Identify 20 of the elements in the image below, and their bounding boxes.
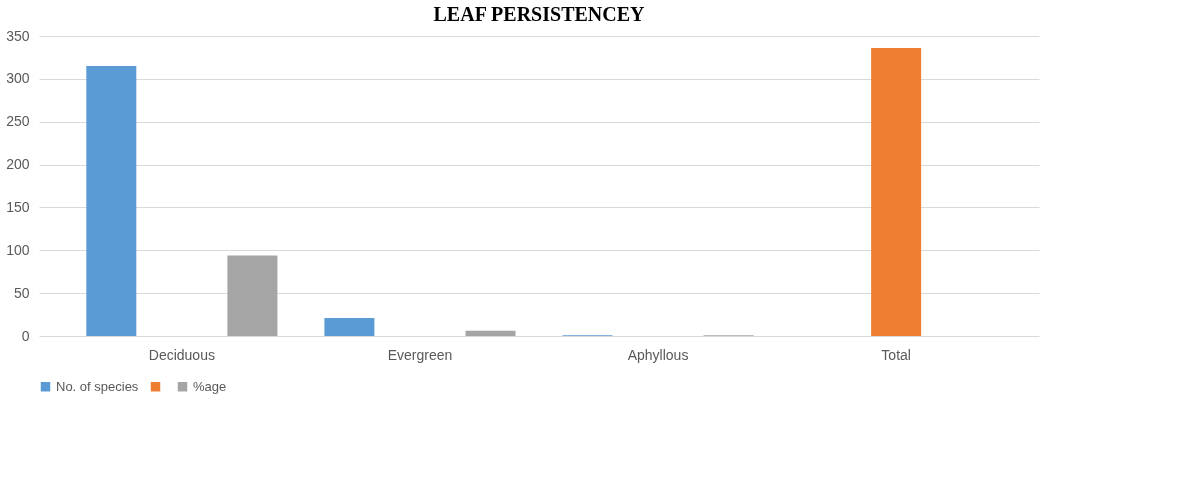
y-tick-label: 200 <box>6 156 30 173</box>
y-tick-label: 250 <box>6 113 30 130</box>
legend-label: No. of species <box>56 378 139 394</box>
y-tick-label: 0 <box>21 327 30 344</box>
bar <box>465 330 516 336</box>
bar <box>871 48 922 336</box>
y-tick-label: 150 <box>6 198 30 215</box>
x-tick-label: Aphyllous <box>627 346 689 363</box>
y-tick-label: 300 <box>6 70 30 87</box>
x-tick-label: Evergreen <box>387 346 453 363</box>
y-tick-label: 100 <box>6 241 30 258</box>
chart-title: LEAF PERSISTENCEY <box>433 3 646 25</box>
bar <box>86 66 137 336</box>
y-tick-label: 350 <box>6 27 30 44</box>
x-tick-label: Deciduous <box>148 346 215 363</box>
bar <box>324 318 375 336</box>
legend-label: %age <box>193 378 227 394</box>
bar <box>227 255 278 336</box>
y-tick-label: 50 <box>13 284 30 301</box>
x-tick-label: Total <box>881 346 911 363</box>
